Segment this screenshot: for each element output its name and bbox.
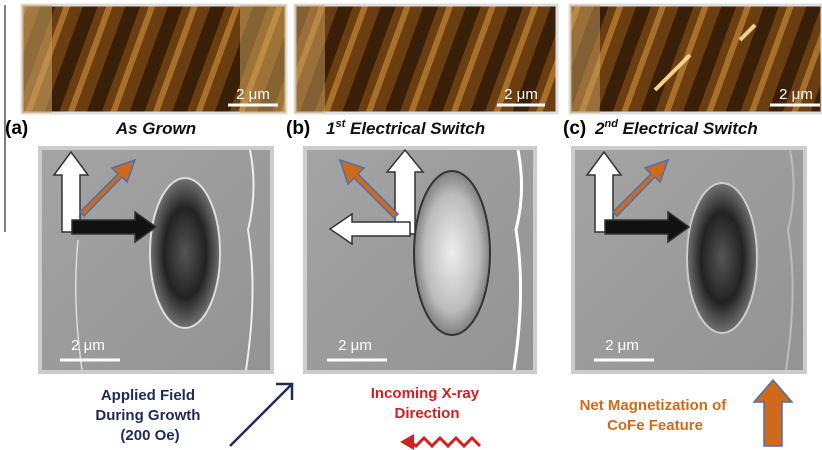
panel-title: 2nd Electrical Switch <box>594 118 758 138</box>
xray-arrow <box>408 438 480 446</box>
annotation: Net Magnetization of CoFe Feature <box>580 397 731 434</box>
xray-arrow-head <box>400 434 414 450</box>
text: nd <box>604 118 618 130</box>
scale-label: 2 μm <box>779 86 813 103</box>
text: CoFe Feature <box>607 417 703 434</box>
scale-label: 2 μm <box>605 337 639 354</box>
panel-title: As Grown <box>115 119 196 138</box>
text: Net Magnetization of <box>580 397 728 414</box>
scale-label: 2 μm <box>504 86 538 103</box>
text: Applied Field <box>101 387 195 404</box>
panel-label: (c) <box>563 118 586 139</box>
scale-label: 2 μm <box>71 337 105 354</box>
annotation: Incoming X-ray Direction <box>371 385 484 422</box>
text: 2 <box>594 119 605 138</box>
field-arrow <box>230 384 292 446</box>
text: Electrical Switch <box>623 119 758 138</box>
text: 1 <box>326 119 335 138</box>
xmcd-images <box>40 148 805 372</box>
magnetization-arrow <box>754 380 792 446</box>
text: Direction <box>394 405 459 422</box>
afm-images <box>22 5 822 113</box>
text: (200 Oe) <box>120 427 179 444</box>
panel-title: 1st Electrical Switch <box>326 118 485 138</box>
text: Electrical Switch <box>350 119 485 138</box>
text: During Growth <box>95 407 200 424</box>
annotation: Applied Field During Growth (200 Oe) <box>95 387 204 444</box>
panel-label: (b) <box>286 118 310 139</box>
text: Incoming X-ray <box>371 385 480 402</box>
figure: 2 μm 2 μm 2 μm (a) As Grown (b) 1st Elec… <box>0 0 822 450</box>
scale-label: 2 μm <box>236 86 270 103</box>
scale-label: 2 μm <box>338 337 372 354</box>
panel-label: (a) <box>5 118 28 139</box>
